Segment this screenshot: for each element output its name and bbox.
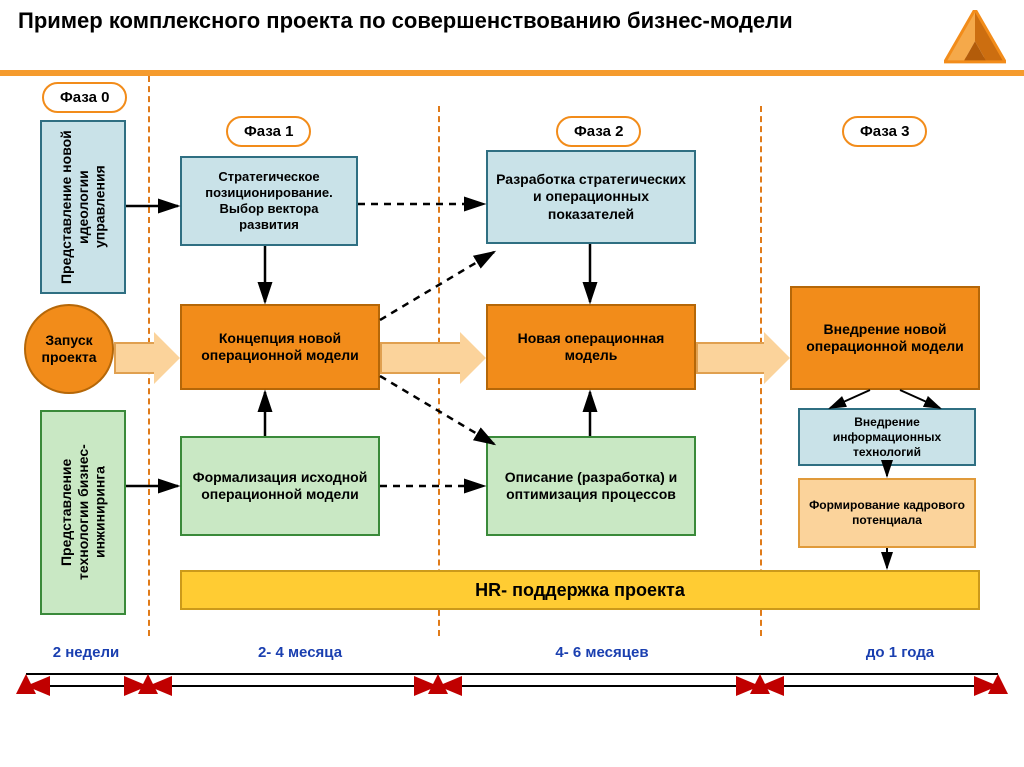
node-strat-pos-label: Стратегическое позиционирование. Выбор в…: [190, 169, 348, 234]
node-start-label: Запуск проекта: [26, 332, 112, 366]
flow-arrow: [380, 332, 486, 384]
node-it-label: Внедрение информационных технологий: [808, 415, 966, 460]
page-title: Пример комплексного проекта по совершенс…: [18, 8, 793, 34]
node-indicators: Разработка стратегических и операционных…: [486, 150, 696, 244]
timeline-t1: 2- 4 месяца: [220, 644, 380, 661]
phase-label-2: Фаза 2: [556, 116, 641, 147]
node-bizeng: Представление технологии бизнес-инжинири…: [40, 410, 126, 615]
node-hr-potential-label: Формирование кадрового потенциала: [808, 498, 966, 528]
node-hr-support-label: HR- поддержка проекта: [475, 579, 685, 602]
flow-arrow: [114, 332, 180, 384]
node-new-model: Новая операционная модель: [486, 304, 696, 390]
logo-icon: [944, 10, 1006, 64]
node-implement: Внедрение новой операционной модели: [790, 286, 980, 390]
phase-label-0: Фаза 0: [42, 82, 127, 113]
node-indicators-label: Разработка стратегических и операционных…: [496, 171, 686, 224]
flow-arrow: [696, 332, 790, 384]
node-ideology: Представление новой идеологии управления: [40, 120, 126, 294]
diagram-canvas: Фаза 0 Фаза 1 Фаза 2 Фаза 3 Представлени…: [0, 76, 1024, 767]
node-concept: Концепция новой операционной модели: [180, 304, 380, 390]
node-concept-label: Концепция новой операционной модели: [190, 330, 370, 365]
node-implement-label: Внедрение новой операционной модели: [800, 321, 970, 356]
timeline-t0: 2 недели: [36, 644, 136, 661]
node-formal: Формализация исходной операционной модел…: [180, 436, 380, 536]
node-ideology-label: Представление новой идеологии управления: [58, 128, 108, 286]
node-new-model-label: Новая операционная модель: [496, 330, 686, 365]
phase-label-1: Фаза 1: [226, 116, 311, 147]
node-formal-label: Формализация исходной операционной модел…: [190, 469, 370, 504]
node-hr-potential: Формирование кадрового потенциала: [798, 478, 976, 548]
node-processes: Описание (разработка) и оптимизация проц…: [486, 436, 696, 536]
node-it: Внедрение информационных технологий: [798, 408, 976, 466]
timeline-t3: до 1 года: [840, 644, 960, 661]
node-start: Запуск проекта: [24, 304, 114, 394]
node-bizeng-label: Представление технологии бизнес-инжинири…: [58, 418, 108, 607]
node-processes-label: Описание (разработка) и оптимизация проц…: [496, 469, 686, 504]
timeline-t2: 4- 6 месяцев: [512, 644, 692, 661]
node-strat-pos: Стратегическое позиционирование. Выбор в…: [180, 156, 358, 246]
node-hr-support: HR- поддержка проекта: [180, 570, 980, 610]
phase-label-3: Фаза 3: [842, 116, 927, 147]
